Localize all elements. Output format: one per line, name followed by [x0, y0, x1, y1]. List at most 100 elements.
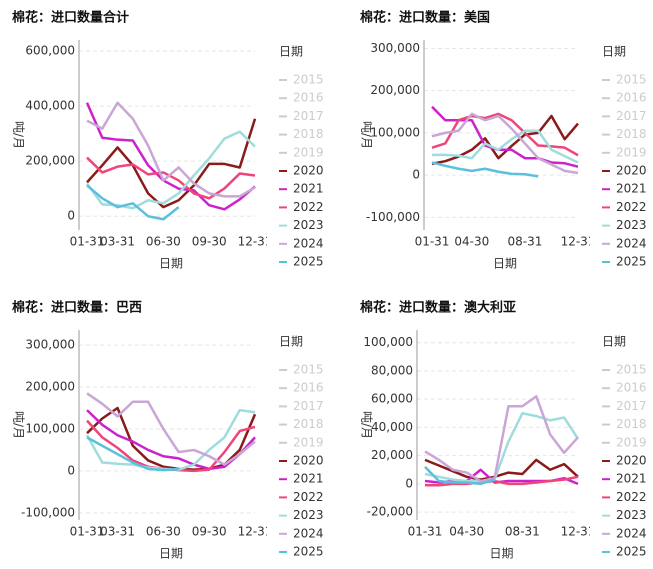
legend-label: 2018 — [616, 417, 647, 431]
legend-label: 2020 — [616, 454, 647, 468]
legend-label: 2016 — [616, 381, 647, 395]
legend-label: 2016 — [293, 91, 324, 105]
legend-label: 2024 — [293, 526, 324, 540]
series-line — [424, 412, 580, 483]
legend-label: 2024 — [616, 236, 647, 250]
legend-label: 2015 — [293, 73, 324, 87]
series-line — [424, 395, 579, 483]
y-tick-label: 0 — [405, 476, 413, 490]
x-axis-label: 日期 — [159, 547, 183, 561]
series-line — [432, 129, 579, 164]
legend-label: 2024 — [293, 236, 324, 250]
y-axis-label: 吨/月 — [12, 411, 26, 439]
x-axis-label: 日期 — [493, 257, 517, 271]
legend-label: 2023 — [616, 508, 647, 522]
y-tick-label: 200,000 — [25, 380, 75, 394]
series-line — [86, 156, 256, 200]
legend-label: 2017 — [616, 109, 647, 123]
x-tick-label: 08-31 — [507, 235, 542, 249]
series-line — [86, 184, 180, 221]
x-tick-label: 12-31 — [561, 235, 596, 249]
y-tick-label: 400,000 — [25, 99, 75, 113]
y-tick-label: 100,000 — [25, 421, 75, 435]
x-tick-label: 09-30 — [192, 525, 227, 539]
y-axis-label: 吨/月 — [12, 121, 26, 149]
y-tick-label: 200,000 — [370, 83, 420, 97]
y-axis-label: 吨/月 — [360, 121, 374, 149]
series-line — [86, 436, 179, 472]
x-tick-labels: 01-31 04-30 08-31 12-31 — [408, 525, 596, 539]
legend-label: 2019 — [616, 145, 647, 159]
legend-label: 2016 — [293, 381, 324, 395]
y-tick-label: 40,000 — [371, 420, 413, 434]
legend-label: 2020 — [293, 164, 324, 178]
x-tick-label: 01-31 — [415, 235, 450, 249]
y-tick-label: 60,000 — [371, 392, 413, 406]
series-line — [431, 112, 579, 175]
legend-label: 2018 — [616, 127, 647, 141]
legend-label: 2019 — [293, 435, 324, 449]
legend-label: 2020 — [616, 164, 647, 178]
legend-title: 日期 — [279, 45, 303, 59]
x-tick-label: 12-31 — [238, 235, 273, 249]
x-axis-label: 日期 — [489, 547, 513, 561]
legend-label: 2015 — [616, 73, 647, 87]
y-tick-label: -20,000 — [367, 505, 413, 519]
legend-label: 2015 — [616, 363, 647, 377]
series-line — [86, 392, 256, 466]
x-tick-label: 01-31 — [70, 525, 105, 539]
x-tick-label: 06-30 — [146, 235, 181, 249]
legend-label: 2020 — [293, 454, 324, 468]
chart-panel: 棉花：进口数量：美国 -100,000 0 100,000 200,000 300,000… — [360, 10, 647, 271]
y-axis-label: 吨/月 — [360, 411, 374, 439]
chart-title: 棉花：进口数量合计 — [12, 10, 129, 26]
y-tick-label: -100,000 — [21, 505, 75, 519]
series-line — [431, 112, 579, 157]
x-tick-label: 04-30 — [454, 235, 489, 249]
legend-label: 2025 — [293, 545, 324, 559]
legend-label: 2022 — [293, 490, 324, 504]
x-tick-label: 09-30 — [192, 235, 227, 249]
x-tick-label: 06-30 — [146, 525, 181, 539]
y-tick-label: -100,000 — [366, 210, 420, 224]
series-line — [424, 466, 495, 486]
y-tick-label: 0 — [412, 168, 420, 182]
legend-label: 2023 — [293, 218, 324, 232]
y-tick-label: 600,000 — [25, 44, 75, 58]
y-tick-label: 0 — [67, 209, 75, 223]
legend-label: 2018 — [293, 417, 324, 431]
series-line — [431, 161, 539, 178]
legend-label: 2021 — [293, 472, 324, 486]
series-line — [425, 475, 579, 487]
legend-title: 日期 — [602, 335, 626, 349]
chart-panel: 棉花：进口数量：澳大利亚 -20,000 0 20,000 40,000 60,000 80… — [360, 300, 647, 561]
series-line — [431, 114, 579, 165]
series-line — [86, 409, 256, 471]
legend-label: 2022 — [293, 200, 324, 214]
y-tick-label: 300,000 — [25, 338, 75, 352]
legend-label: 2017 — [293, 399, 324, 413]
chart-title: 棉花：进口数量：澳大利亚 — [360, 300, 516, 316]
legend-label: 2021 — [616, 182, 647, 196]
x-tick-label: 12-31 — [561, 525, 596, 539]
legend-label: 2025 — [616, 255, 647, 269]
x-tick-label: 03-31 — [100, 525, 135, 539]
legend-label: 2022 — [616, 200, 647, 214]
y-tick-label: 300,000 — [370, 41, 420, 55]
legend-label: 2025 — [616, 545, 647, 559]
y-tick-label: 200,000 — [25, 154, 75, 168]
legend-title: 日期 — [279, 335, 303, 349]
legend-label: 2017 — [616, 399, 647, 413]
y-tick-label: 100,000 — [363, 335, 413, 349]
x-tick-label: 03-31 — [100, 235, 135, 249]
y-tick-label: 100,000 — [370, 125, 420, 139]
legend-label: 2023 — [616, 218, 647, 232]
legend-label: 2019 — [293, 145, 324, 159]
chart-panel: 棉花：进口数量：巴西 -100,000 0 100,000 200,000 300,000… — [12, 300, 324, 561]
x-tick-label: 12-31 — [238, 525, 273, 539]
legend-label: 2021 — [616, 472, 647, 486]
chart-title: 棉花：进口数量：巴西 — [12, 300, 142, 316]
series-line — [431, 105, 579, 168]
